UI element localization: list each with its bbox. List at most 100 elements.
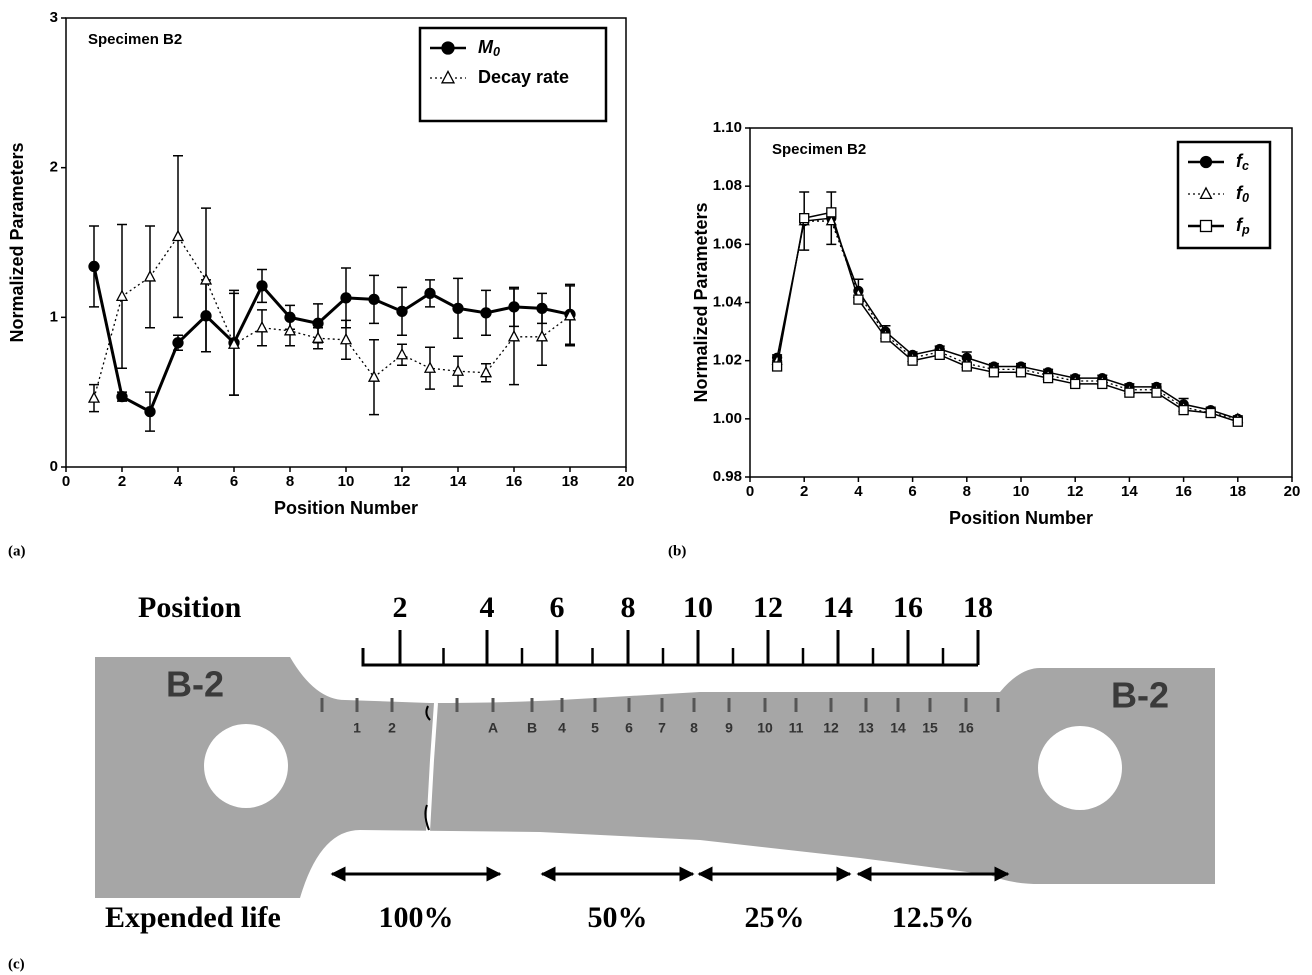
marker (311, 331, 325, 343)
marker (144, 405, 156, 418)
y-tick-label: 0.98 (713, 468, 742, 485)
life-segment: 100% (379, 901, 454, 934)
station-label: 15 (922, 720, 938, 736)
marker (451, 364, 465, 376)
series-line (776, 211, 1239, 423)
position-label: Position (138, 591, 242, 624)
y-tick-label: 1.04 (713, 293, 743, 310)
ruler-label: 2 (393, 591, 408, 624)
y-tick-label: 2 (50, 159, 58, 176)
marker (87, 391, 101, 403)
specimen-label: B-2 (1111, 675, 1169, 716)
series-line (776, 220, 1238, 420)
ruler-label: 10 (683, 591, 713, 624)
annotation: Specimen B2 (88, 31, 182, 48)
marker (934, 349, 945, 361)
station-label: 8 (690, 720, 698, 736)
marker (88, 260, 100, 273)
y-tick-label: 1.08 (713, 177, 742, 194)
marker (424, 287, 436, 300)
marker (1042, 372, 1054, 384)
legend-label: Decay rate (478, 67, 569, 87)
station-label: 14 (890, 720, 906, 736)
marker (395, 347, 409, 360)
marker (799, 213, 810, 224)
station-label: 12 (823, 720, 839, 736)
marker (255, 320, 269, 333)
expended-life-label: Expended life (105, 901, 281, 934)
series-line (776, 217, 1239, 420)
x-tick-label: 0 (746, 483, 754, 500)
panel-label: (a) (8, 543, 26, 559)
legend-marker (1199, 155, 1213, 169)
chart: 0 2 4 6 8 10 12 14 16 18 20 0.98 1.00 1.02 1.04 1.06 1.0… (691, 119, 1301, 528)
annotation: Specimen B2 (772, 141, 866, 158)
marker (1178, 404, 1189, 416)
marker (880, 332, 891, 343)
panel-label: (b) (668, 543, 686, 559)
series-line (92, 266, 571, 414)
y-tick-label: 0 (50, 458, 58, 475)
station-label: 2 (388, 720, 396, 736)
ruler (361, 648, 978, 667)
y-tick-label: 1.02 (713, 352, 742, 369)
marker (479, 365, 493, 378)
ruler-label: 8 (621, 591, 636, 624)
marker (826, 207, 837, 218)
ruler-label: 12 (753, 591, 783, 624)
station-label: 16 (958, 720, 974, 736)
specimen (95, 657, 1215, 898)
station-label: 5 (591, 720, 599, 736)
life-segment: 50% (588, 901, 648, 934)
station-label: 6 (625, 720, 633, 736)
x-tick-label: 18 (562, 473, 579, 490)
panel-label: (c) (8, 956, 25, 972)
x-tick-label: 0 (62, 473, 70, 490)
marker (256, 280, 268, 292)
marker (907, 355, 918, 366)
marker (283, 323, 297, 336)
life-segment: 25% (745, 901, 805, 934)
x-axis-label: Position Number (949, 508, 1093, 528)
hole (1038, 726, 1122, 810)
ruler-label: 16 (893, 591, 923, 624)
station-label: 10 (757, 720, 773, 736)
x-tick-label: 18 (1229, 483, 1246, 500)
marker (115, 289, 129, 302)
x-tick-label: 6 (230, 473, 238, 490)
station-label: A (488, 720, 498, 736)
marker (563, 308, 577, 321)
legend-marker (1199, 219, 1213, 233)
marker (367, 370, 381, 382)
station-label: B (527, 720, 537, 736)
y-tick-label: 1.10 (713, 119, 742, 136)
x-tick-label: 10 (1013, 483, 1030, 500)
x-tick-label: 2 (118, 473, 126, 490)
legend-label: fp (1236, 215, 1250, 238)
marker (227, 337, 241, 349)
marker (1232, 416, 1243, 427)
marker (1205, 407, 1216, 419)
x-tick-label: 8 (963, 483, 971, 500)
station-label: 7 (658, 720, 666, 736)
legend-box (1176, 140, 1272, 250)
legend-marker (1199, 186, 1213, 200)
marker (423, 361, 437, 373)
x-tick-label: 16 (1175, 483, 1192, 500)
crack-edge (424, 705, 431, 831)
specimen-label: B-2 (166, 664, 224, 705)
marker (452, 302, 464, 315)
marker (143, 270, 157, 282)
life-segment: 12.5% (892, 901, 975, 934)
marker (340, 292, 352, 304)
x-tick-label: 12 (1067, 483, 1084, 500)
station-label: 1 (353, 720, 361, 736)
ruler-label: 4 (480, 591, 495, 624)
marker (116, 391, 128, 403)
legend-label: fc (1236, 151, 1249, 174)
x-tick-label: 10 (338, 473, 355, 490)
marker (396, 305, 408, 317)
marker (339, 332, 353, 345)
